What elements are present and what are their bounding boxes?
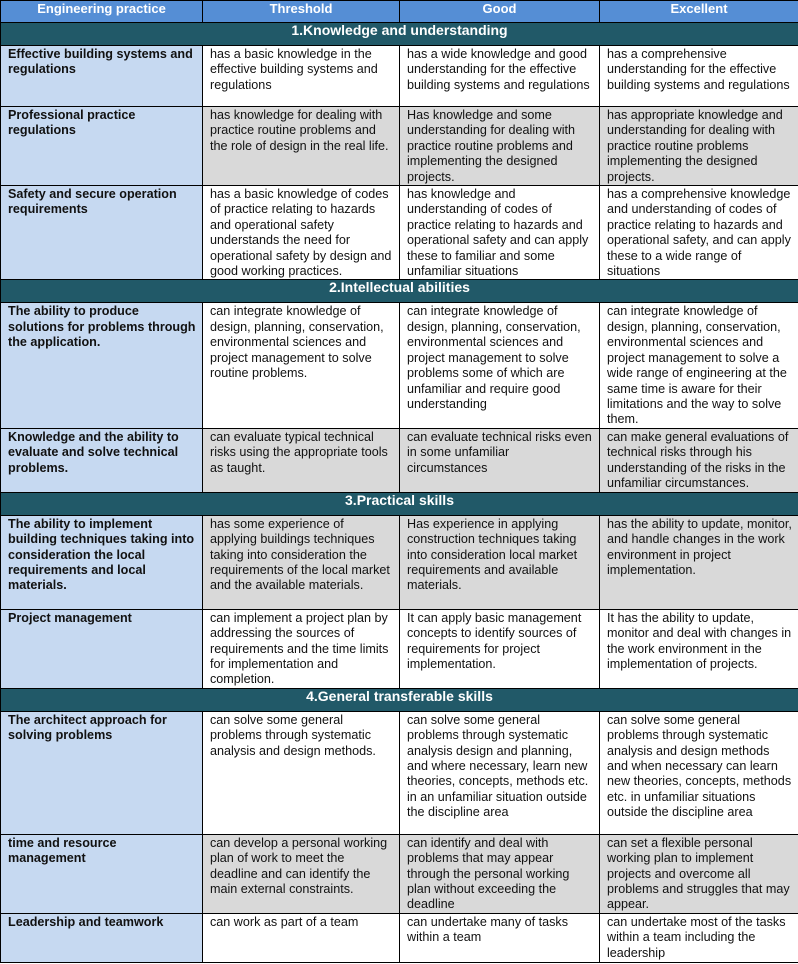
section-title: 3.Practical skills [0, 491, 798, 516]
practice-name-cell: The architect approach for solving probl… [0, 710, 203, 835]
threshold-cell: has knowledge for dealing with practice … [202, 105, 400, 187]
good-cell: It can apply basic management concepts t… [399, 608, 600, 689]
table-row: The architect approach for solving probl… [0, 710, 798, 835]
good-cell: can identify and deal with problems that… [399, 833, 600, 914]
excellent-cell: can make general evaluations of technica… [599, 427, 798, 493]
section-title: 2.Intellectual abilities [0, 279, 798, 304]
header-threshold: Threshold [202, 0, 400, 23]
excellent-cell: can integrate knowledge of design, plann… [599, 302, 798, 429]
table-row: Knowledge and the ability to evaluate an… [0, 427, 798, 493]
table-row: Leadership and teamwork can work as part … [0, 912, 798, 963]
good-cell: can solve some general problems through … [399, 710, 600, 835]
table-row: Professional practice regulations has kno… [0, 105, 798, 187]
good-cell: can evaluate technical risks even in som… [399, 427, 600, 493]
section-title: 1.Knowledge and understanding [0, 22, 798, 46]
excellent-cell: has a comprehensive knowledge and unders… [599, 185, 798, 281]
practice-name-cell: Project management [0, 608, 203, 689]
threshold-cell: can evaluate typical technical risks usi… [202, 427, 400, 493]
excellent-cell: It has the ability to update, monitor an… [599, 608, 798, 689]
threshold-cell: can develop a personal working plan of w… [202, 833, 400, 914]
practice-name-cell: Leadership and teamwork [0, 912, 203, 963]
threshold-cell: can implement a project plan by addressi… [202, 608, 400, 689]
section-header-row: 4.General transferable skills [0, 687, 798, 712]
excellent-cell: has appropriate knowledge and understand… [599, 105, 798, 187]
threshold-cell: has some experience of applying building… [202, 514, 400, 610]
excellent-cell: can undertake most of the tasks within a… [599, 912, 798, 963]
practice-name-cell: The ability to implement building techni… [0, 514, 203, 610]
threshold-cell: has a basic knowledge of codes of practi… [202, 185, 400, 281]
section-header-row: 1.Knowledge and understanding [0, 22, 798, 46]
table-row: Project management can implement a projec… [0, 608, 798, 689]
good-cell: can integrate knowledge of design, plann… [399, 302, 600, 429]
section-title: 4.General transferable skills [0, 687, 798, 712]
good-cell: Has knowledge and some understanding for… [399, 105, 600, 187]
excellent-cell: can set a flexible personal working plan… [599, 833, 798, 914]
threshold-cell: can work as part of a team [202, 912, 400, 963]
table-row: Effective building systems and regulatio… [0, 45, 798, 107]
good-cell: Has experience in applying construction … [399, 514, 600, 610]
header-row: Engineering practice Threshold Good Exce… [0, 0, 798, 23]
practice-name-cell: Effective building systems and regulatio… [0, 45, 203, 107]
practice-name-cell: Knowledge and the ability to evaluate an… [0, 427, 203, 493]
excellent-cell: has a comprehensive understanding for th… [599, 45, 798, 107]
good-cell: can undertake many of tasks within a tea… [399, 912, 600, 963]
threshold-cell: can solve some general problems through … [202, 710, 400, 835]
table-row: The ability to produce solutions for pro… [0, 302, 798, 429]
section-header-row: 3.Practical skills [0, 491, 798, 516]
table-row: Safety and secure operation requirements… [0, 185, 798, 281]
practice-name-cell: The ability to produce solutions for pro… [0, 302, 203, 429]
header-engineering-practice: Engineering practice [0, 0, 203, 23]
table-row: The ability to implement building techni… [0, 514, 798, 610]
header-excellent: Excellent [599, 0, 798, 23]
table-row: time and resource management can develop … [0, 833, 798, 914]
header-good: Good [399, 0, 600, 23]
practice-name-cell: time and resource management [0, 833, 203, 914]
excellent-cell: can solve some general problems through … [599, 710, 798, 835]
good-cell: has a wide knowledge and good understand… [399, 45, 600, 107]
practice-name-cell: Professional practice regulations [0, 105, 203, 187]
section-header-row: 2.Intellectual abilities [0, 279, 798, 304]
threshold-cell: can integrate knowledge of design, plann… [202, 302, 400, 429]
excellent-cell: has the ability to update, monitor, and … [599, 514, 798, 610]
threshold-cell: has a basic knowledge in the effective b… [202, 45, 400, 107]
good-cell: has knowledge and understanding of codes… [399, 185, 600, 281]
practice-name-cell: Safety and secure operation requirements [0, 185, 203, 281]
